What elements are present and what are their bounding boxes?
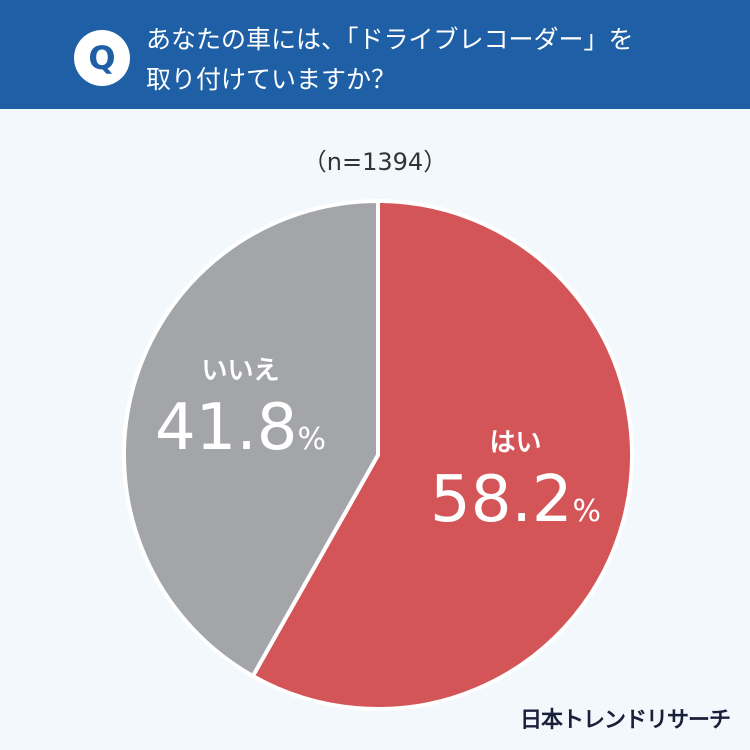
question-line-2: 取り付けていますか？ (146, 65, 397, 94)
brand-logo: 日本トレンドリサーチ (519, 708, 731, 733)
sample-size: （n=1394） (302, 148, 448, 176)
pie-slices (122, 199, 634, 711)
pie-labels: はい 58.2% いいえ 41.8% (155, 356, 601, 537)
question-text: あなたの車には、「ドライブレコーダー」を 取り付けていますか？ (146, 20, 706, 100)
question-badge: Q (74, 30, 130, 86)
slice-label-1: いいえ (201, 356, 279, 386)
slice-value-0: 58.2% (430, 463, 601, 537)
question-line-1: あなたの車には、「ドライブレコーダー」を (146, 25, 634, 54)
pie-slice-0 (250, 199, 634, 711)
question-badge-label: Q (88, 39, 116, 77)
question-header: Q あなたの車には、「ドライブレコーダー」を 取り付けていますか？ (0, 0, 750, 109)
slice-label-0: はい (490, 428, 542, 458)
pie-slice-1 (122, 199, 380, 679)
slice-value-1: 41.8% (155, 391, 326, 465)
